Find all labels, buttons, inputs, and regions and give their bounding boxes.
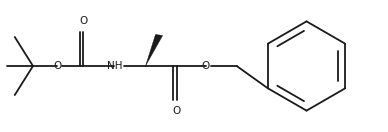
Text: NH: NH — [107, 61, 122, 71]
Text: O: O — [79, 16, 88, 26]
Polygon shape — [146, 34, 163, 66]
Text: O: O — [172, 106, 181, 116]
Text: O: O — [53, 61, 62, 71]
Text: O: O — [201, 61, 210, 71]
